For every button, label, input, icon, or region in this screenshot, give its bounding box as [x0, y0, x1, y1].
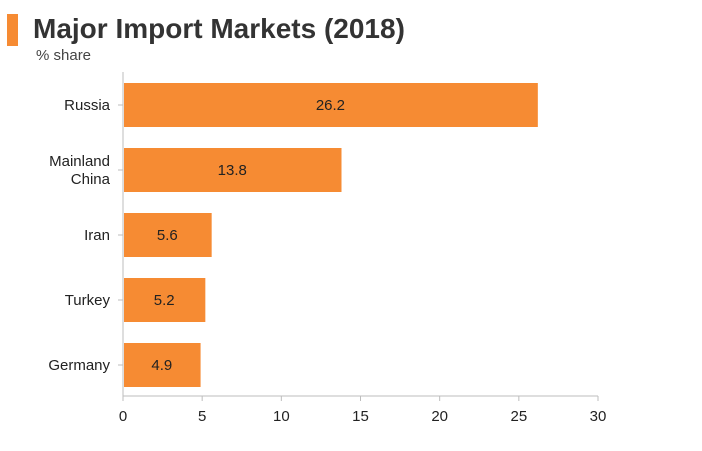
value-label: 13.8 — [218, 162, 247, 179]
x-tick-label: 15 — [352, 408, 369, 425]
chart-subtitle: % share — [36, 47, 92, 64]
category-label-line: China — [71, 171, 111, 188]
bar — [124, 148, 342, 192]
x-tick-label: 10 — [273, 408, 290, 425]
bar — [124, 213, 212, 257]
x-tick-label: 25 — [510, 408, 527, 425]
bar — [124, 83, 538, 127]
value-label: 26.2 — [316, 97, 345, 114]
bar — [124, 278, 206, 322]
category-label-line: Iran — [84, 227, 110, 244]
value-label: 4.9 — [151, 357, 172, 374]
category-label-line: Germany — [48, 357, 110, 374]
category-label-line: Turkey — [65, 292, 111, 309]
category-label: Russia — [64, 97, 111, 114]
category-label: Iran — [84, 227, 110, 244]
value-label: 5.6 — [157, 227, 178, 244]
x-tick-label: 20 — [431, 408, 448, 425]
x-tick-label: 5 — [198, 408, 206, 425]
value-label: 5.2 — [154, 292, 175, 309]
category-label: Turkey — [65, 292, 111, 309]
category-label: Mainland China — [49, 153, 111, 188]
x-tick-label: 0 — [119, 408, 127, 425]
category-label-line: Mainland — [49, 153, 110, 170]
bar — [124, 343, 201, 387]
x-tick-label: 30 — [590, 408, 607, 425]
category-label: Germany — [48, 357, 110, 374]
title-marker — [7, 14, 18, 46]
category-label-line: Russia — [64, 97, 111, 114]
chart-title: Major Import Markets (2018) — [33, 13, 405, 44]
